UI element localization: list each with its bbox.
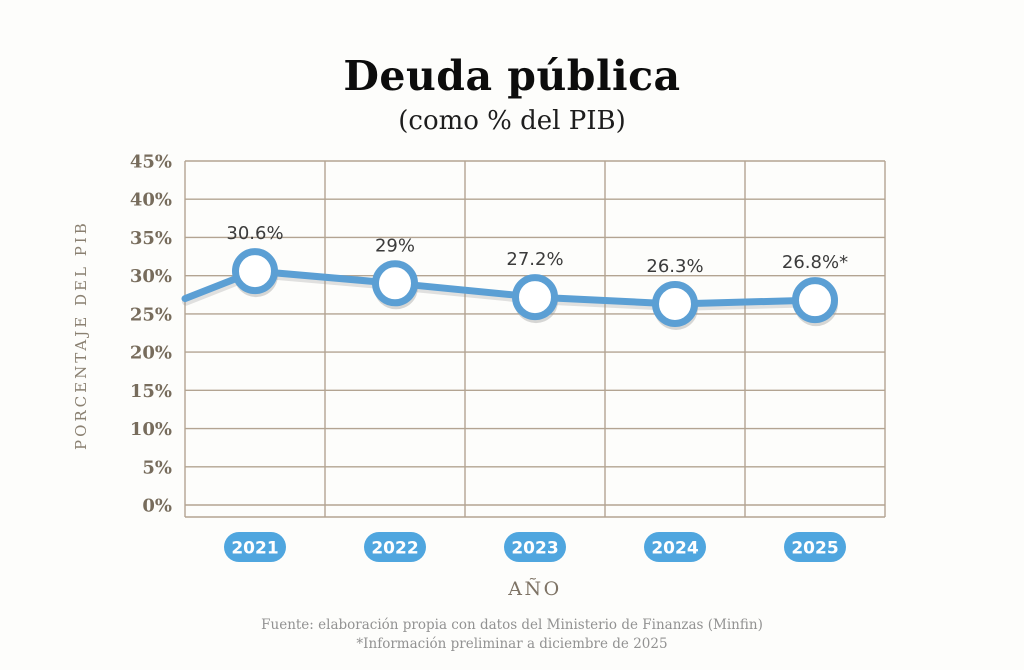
year-pill-2024 xyxy=(644,532,706,562)
y-tick-label: 0% xyxy=(142,496,172,517)
y-axis-label: PORCENTAJE DEL PIB xyxy=(72,220,90,450)
year-pill-label-2023: 2023 xyxy=(511,539,558,559)
y-tick-label: 35% xyxy=(130,228,172,249)
year-pill-2021 xyxy=(224,532,286,562)
y-tick-label: 40% xyxy=(130,190,172,211)
marker-2025 xyxy=(792,277,838,324)
footer-source: Fuente: elaboración propia con datos del… xyxy=(261,617,763,633)
marker-2024 xyxy=(652,280,698,327)
chart-subtitle: (como % del PIB) xyxy=(398,106,626,136)
year-pill-2025 xyxy=(784,532,846,562)
y-tick-label: 10% xyxy=(130,419,172,440)
year-pill-2023 xyxy=(504,532,566,562)
y-tick-label: 45% xyxy=(130,152,172,173)
marker-2021 xyxy=(232,248,278,295)
year-pill-label-2022: 2022 xyxy=(371,539,418,559)
year-pill-label-2025: 2025 xyxy=(791,539,838,559)
y-tick-label: 25% xyxy=(130,304,172,325)
year-pill-label-2024: 2024 xyxy=(651,539,698,559)
point-label-2021: 30.6% xyxy=(226,223,283,244)
x-axis-label: AÑO xyxy=(508,578,562,600)
year-pill-label-2021: 2021 xyxy=(231,539,278,559)
marker-2022 xyxy=(372,260,418,307)
point-label-2025: 26.8%* xyxy=(782,252,848,273)
footer-note: *Información preliminar a diciembre de 2… xyxy=(356,636,668,652)
marker-2023 xyxy=(512,274,558,321)
y-tick-label: 20% xyxy=(130,343,172,364)
footer: Fuente: elaboración propia con datos del… xyxy=(0,616,1024,654)
y-tick-label: 5% xyxy=(142,457,172,478)
chart-title: Deuda pública xyxy=(343,52,681,100)
y-tick-label: 30% xyxy=(130,266,172,287)
point-label-2024: 26.3% xyxy=(646,256,703,277)
year-pill-2022 xyxy=(364,532,426,562)
point-label-2022: 29% xyxy=(375,235,415,256)
point-label-2023: 27.2% xyxy=(506,249,563,270)
y-tick-label: 15% xyxy=(130,381,172,402)
